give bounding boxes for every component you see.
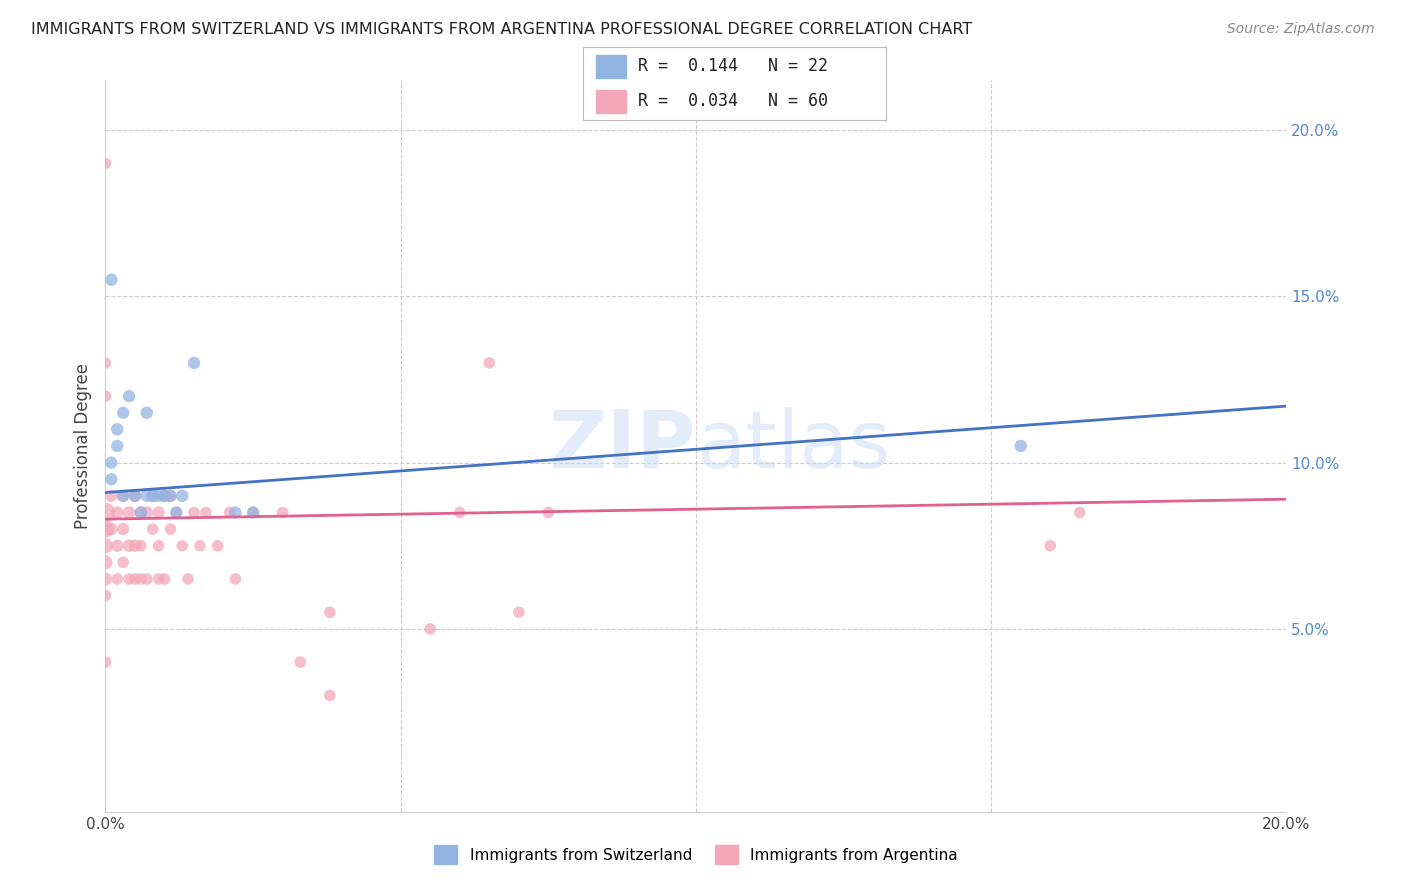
Point bbox=[207, 539, 229, 553]
Point bbox=[94, 389, 117, 403]
Point bbox=[100, 456, 122, 470]
Point bbox=[271, 506, 294, 520]
Point bbox=[153, 489, 176, 503]
Point bbox=[242, 506, 264, 520]
Point bbox=[129, 572, 152, 586]
Point bbox=[419, 622, 441, 636]
Point bbox=[129, 506, 152, 520]
Point bbox=[112, 555, 135, 569]
Point bbox=[94, 655, 117, 669]
Point bbox=[183, 506, 205, 520]
Point bbox=[159, 489, 181, 503]
Point bbox=[135, 489, 157, 503]
Y-axis label: Professional Degree: Professional Degree bbox=[73, 363, 91, 529]
Bar bbox=[596, 54, 626, 78]
Point bbox=[100, 522, 122, 536]
Point bbox=[319, 605, 342, 619]
Text: Source: ZipAtlas.com: Source: ZipAtlas.com bbox=[1227, 22, 1375, 37]
Point bbox=[159, 522, 181, 536]
Bar bbox=[596, 90, 626, 113]
Point bbox=[194, 506, 217, 520]
Point bbox=[148, 539, 170, 553]
Point bbox=[124, 539, 146, 553]
Point bbox=[135, 506, 157, 520]
Point bbox=[290, 655, 312, 669]
Text: R =  0.144   N = 22: R = 0.144 N = 22 bbox=[638, 57, 828, 75]
Legend: Immigrants from Switzerland, Immigrants from Argentina: Immigrants from Switzerland, Immigrants … bbox=[429, 839, 963, 870]
Point bbox=[1039, 539, 1062, 553]
Point bbox=[124, 489, 146, 503]
Point bbox=[142, 522, 165, 536]
Point bbox=[177, 572, 200, 586]
Point bbox=[183, 356, 205, 370]
Point bbox=[319, 689, 342, 703]
Point bbox=[478, 356, 501, 370]
Point bbox=[124, 572, 146, 586]
Point bbox=[537, 506, 560, 520]
Point bbox=[153, 572, 176, 586]
Point bbox=[172, 539, 194, 553]
Point bbox=[105, 506, 128, 520]
Point bbox=[153, 489, 176, 503]
Point bbox=[118, 539, 141, 553]
Point bbox=[100, 472, 122, 486]
Point bbox=[449, 506, 471, 520]
Point bbox=[94, 589, 117, 603]
Text: R =  0.034   N = 60: R = 0.034 N = 60 bbox=[638, 93, 828, 111]
Point bbox=[218, 506, 240, 520]
Point bbox=[224, 506, 246, 520]
Point bbox=[105, 439, 128, 453]
Point bbox=[112, 489, 135, 503]
Point bbox=[142, 489, 165, 503]
Point bbox=[112, 406, 135, 420]
Point bbox=[105, 539, 128, 553]
Point bbox=[508, 605, 530, 619]
Point bbox=[105, 422, 128, 436]
Point bbox=[1069, 506, 1091, 520]
Point bbox=[172, 489, 194, 503]
Point bbox=[100, 273, 122, 287]
Point bbox=[129, 506, 152, 520]
Point bbox=[94, 156, 117, 170]
Point bbox=[124, 489, 146, 503]
Text: atlas: atlas bbox=[696, 407, 890, 485]
Point bbox=[188, 539, 211, 553]
Point bbox=[148, 489, 170, 503]
Point bbox=[129, 539, 152, 553]
Point bbox=[135, 572, 157, 586]
Text: ZIP: ZIP bbox=[548, 407, 696, 485]
Point bbox=[94, 356, 117, 370]
Point bbox=[94, 555, 117, 569]
Point bbox=[148, 506, 170, 520]
Point bbox=[165, 506, 187, 520]
Point bbox=[94, 572, 117, 586]
Point bbox=[1010, 439, 1032, 453]
Point bbox=[94, 506, 117, 520]
Point bbox=[224, 572, 246, 586]
Point bbox=[112, 522, 135, 536]
Point bbox=[100, 489, 122, 503]
Point bbox=[242, 506, 264, 520]
Text: IMMIGRANTS FROM SWITZERLAND VS IMMIGRANTS FROM ARGENTINA PROFESSIONAL DEGREE COR: IMMIGRANTS FROM SWITZERLAND VS IMMIGRANT… bbox=[31, 22, 972, 37]
Point bbox=[94, 522, 117, 536]
Point bbox=[112, 489, 135, 503]
Point bbox=[118, 389, 141, 403]
Point bbox=[94, 522, 117, 536]
Point bbox=[118, 506, 141, 520]
Point bbox=[142, 489, 165, 503]
Point bbox=[159, 489, 181, 503]
Point bbox=[165, 506, 187, 520]
Point bbox=[118, 572, 141, 586]
Point bbox=[105, 572, 128, 586]
Point bbox=[148, 572, 170, 586]
Point bbox=[94, 539, 117, 553]
Point bbox=[135, 406, 157, 420]
